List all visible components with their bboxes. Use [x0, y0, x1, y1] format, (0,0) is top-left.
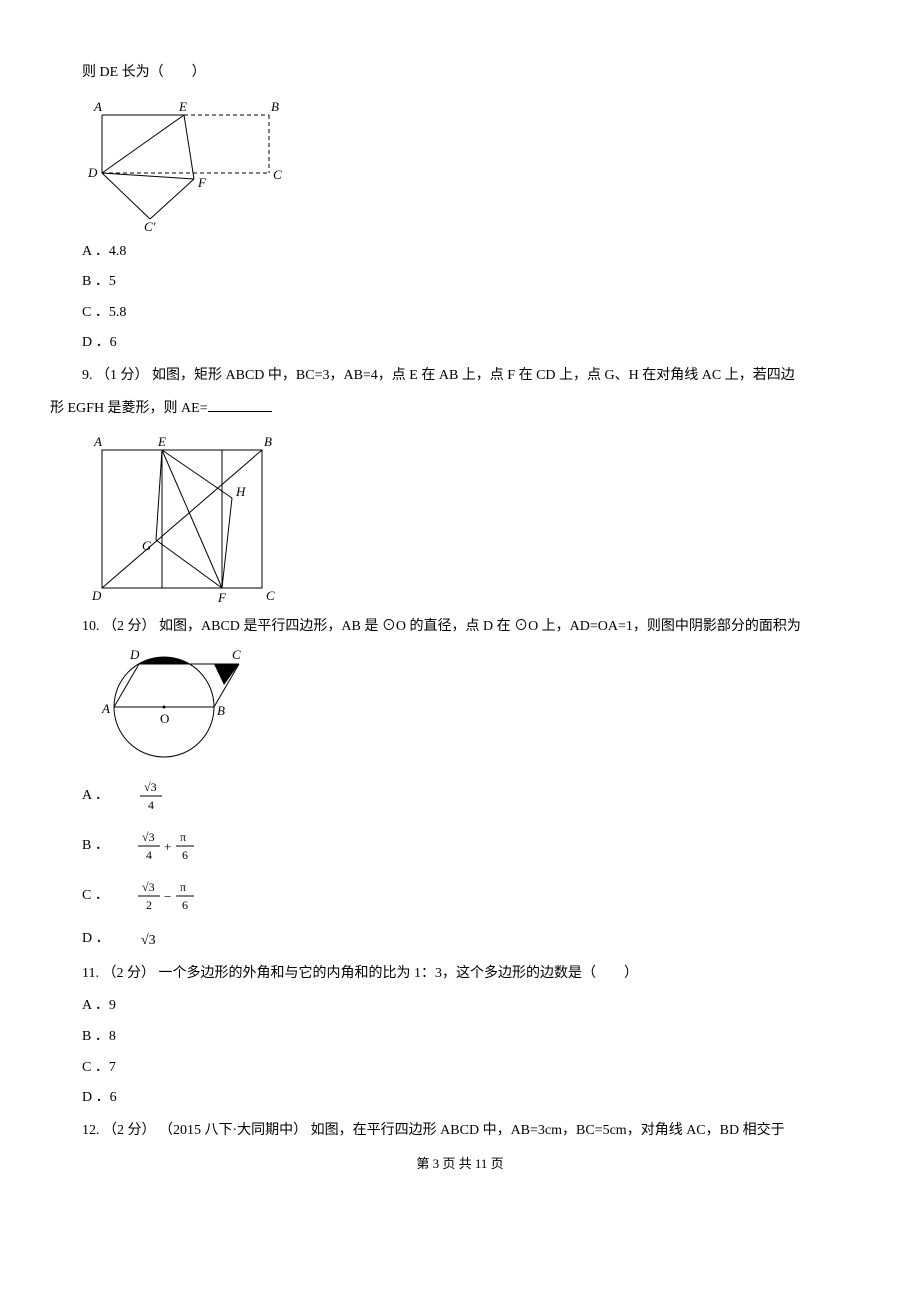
q12-t: 如图，在平行四边形 ABCD 中，AB=3cm，BC=5cm，对角线 AC，BD…: [311, 1123, 785, 1138]
q11-t: 一个多边形的外角和与它的内角和的比为 1：3，这个多边形的边数是（ ）: [158, 966, 638, 981]
label-Cp: C′: [144, 219, 156, 233]
q12-text: 12. （2 分） （2015 八下·大同期中） 如图，在平行四边形 ABCD …: [50, 1118, 870, 1145]
figure-q10: A B D C O: [74, 647, 244, 767]
svg-text:√3: √3: [144, 780, 157, 794]
q9-t2: 形 EGFH 是菱形，则 AE=: [50, 401, 208, 416]
svg-text:√3: √3: [142, 880, 155, 894]
q9-text2-line: 形 EGFH 是菱形，则 AE=: [50, 396, 870, 423]
svg-text:4: 4: [146, 848, 152, 862]
label-B: B: [271, 99, 279, 114]
label-F: F: [197, 175, 207, 190]
f2-F: F: [217, 590, 227, 605]
q8-opt-b-val: 5: [109, 274, 116, 289]
q11-option-d: D ．6: [50, 1085, 870, 1112]
f3-D: D: [129, 647, 140, 662]
label-A: A: [93, 99, 102, 114]
frac-icon: √3 4: [136, 779, 166, 813]
f3-O: O: [160, 711, 169, 726]
q10-t: 如图，ABCD 是平行四边形，AB 是 ⊙O 的直径，点 D 在 ⊙O 上，AD…: [159, 619, 801, 634]
q9-blank: [208, 397, 272, 412]
q8-option-d: D ．6: [50, 330, 870, 357]
q11-text: 11. （2 分） 一个多边形的外角和与它的内角和的比为 1：3，这个多边形的边…: [50, 961, 870, 988]
q11-num: 11.: [82, 966, 99, 981]
f2-D: D: [91, 588, 102, 603]
q11-option-b: B ．8: [50, 1024, 870, 1051]
q10-option-d: D ． √3: [50, 923, 870, 955]
q10-score: （2 分）: [103, 619, 156, 634]
svg-text:6: 6: [182, 848, 188, 862]
q11-score: （2 分）: [102, 966, 155, 981]
q11-a: 9: [109, 998, 116, 1013]
q10-num: 10.: [82, 619, 100, 634]
q10-option-c: C ． √3 2 − π 6: [50, 873, 870, 919]
q12-score: （2 分）: [103, 1123, 156, 1138]
q8-option-a: A ．4.8: [50, 239, 870, 266]
figure-q9: A E B D F C G H: [74, 428, 284, 608]
label-E: E: [178, 99, 187, 114]
q8-option-b: B ．5: [50, 269, 870, 296]
q12-src: （2015 八下·大同期中）: [159, 1123, 307, 1138]
frac-icon: √3 4 + π 6: [136, 829, 200, 863]
q12-num: 12.: [82, 1123, 100, 1138]
svg-text:π: π: [180, 830, 186, 844]
f3-A: A: [101, 701, 110, 716]
q11-b: 8: [109, 1029, 116, 1044]
f2-H: H: [235, 484, 246, 499]
q8-opt-a-val: 4.8: [109, 244, 127, 259]
f2-B: B: [264, 434, 272, 449]
figure-q8: A E B D F C C′: [74, 93, 284, 233]
svg-text:√3: √3: [141, 933, 156, 948]
q11-d: 6: [110, 1090, 117, 1105]
f2-E: E: [157, 434, 166, 449]
frac-icon: √3 2 − π 6: [136, 879, 200, 913]
sqrt-icon: √3: [137, 929, 167, 949]
q11-option-a: A ．9: [50, 993, 870, 1020]
f2-A: A: [93, 434, 102, 449]
svg-text:√3: √3: [142, 830, 155, 844]
svg-text:6: 6: [182, 898, 188, 912]
svg-text:4: 4: [148, 798, 154, 812]
q8-option-c: C ．5.8: [50, 300, 870, 327]
page-footer: 第 3 页 共 11 页: [50, 1152, 870, 1177]
q11-option-c: C ．7: [50, 1055, 870, 1082]
intro-line: 则 DE 长为（ ）: [50, 60, 870, 87]
q9-text: 9. （1 分） 如图，矩形 ABCD 中，BC=3，AB=4，点 E 在 AB…: [50, 363, 870, 390]
f2-C: C: [266, 588, 275, 603]
q11-c: 7: [109, 1060, 116, 1075]
q9-num: 9.: [82, 368, 93, 383]
svg-text:π: π: [180, 880, 186, 894]
label-D: D: [87, 165, 98, 180]
q8-opt-d-val: 6: [110, 335, 117, 350]
q10-text: 10. （2 分） 如图，ABCD 是平行四边形，AB 是 ⊙O 的直径，点 D…: [50, 614, 870, 641]
svg-text:2: 2: [146, 898, 152, 912]
q10-option-b: B ． √3 4 + π 6: [50, 823, 870, 869]
f3-B: B: [217, 703, 225, 718]
f2-G: G: [142, 538, 152, 553]
svg-text:+: +: [164, 839, 171, 854]
f3-C: C: [232, 647, 241, 662]
label-C: C: [273, 167, 282, 182]
svg-text:−: −: [164, 889, 171, 904]
q8-opt-c-val: 5.8: [109, 305, 127, 320]
q9-score: （1 分）: [96, 368, 149, 383]
q9-t1: 如图，矩形 ABCD 中，BC=3，AB=4，点 E 在 AB 上，点 F 在 …: [152, 368, 795, 383]
q10-option-a: A ． √3 4: [50, 773, 870, 819]
